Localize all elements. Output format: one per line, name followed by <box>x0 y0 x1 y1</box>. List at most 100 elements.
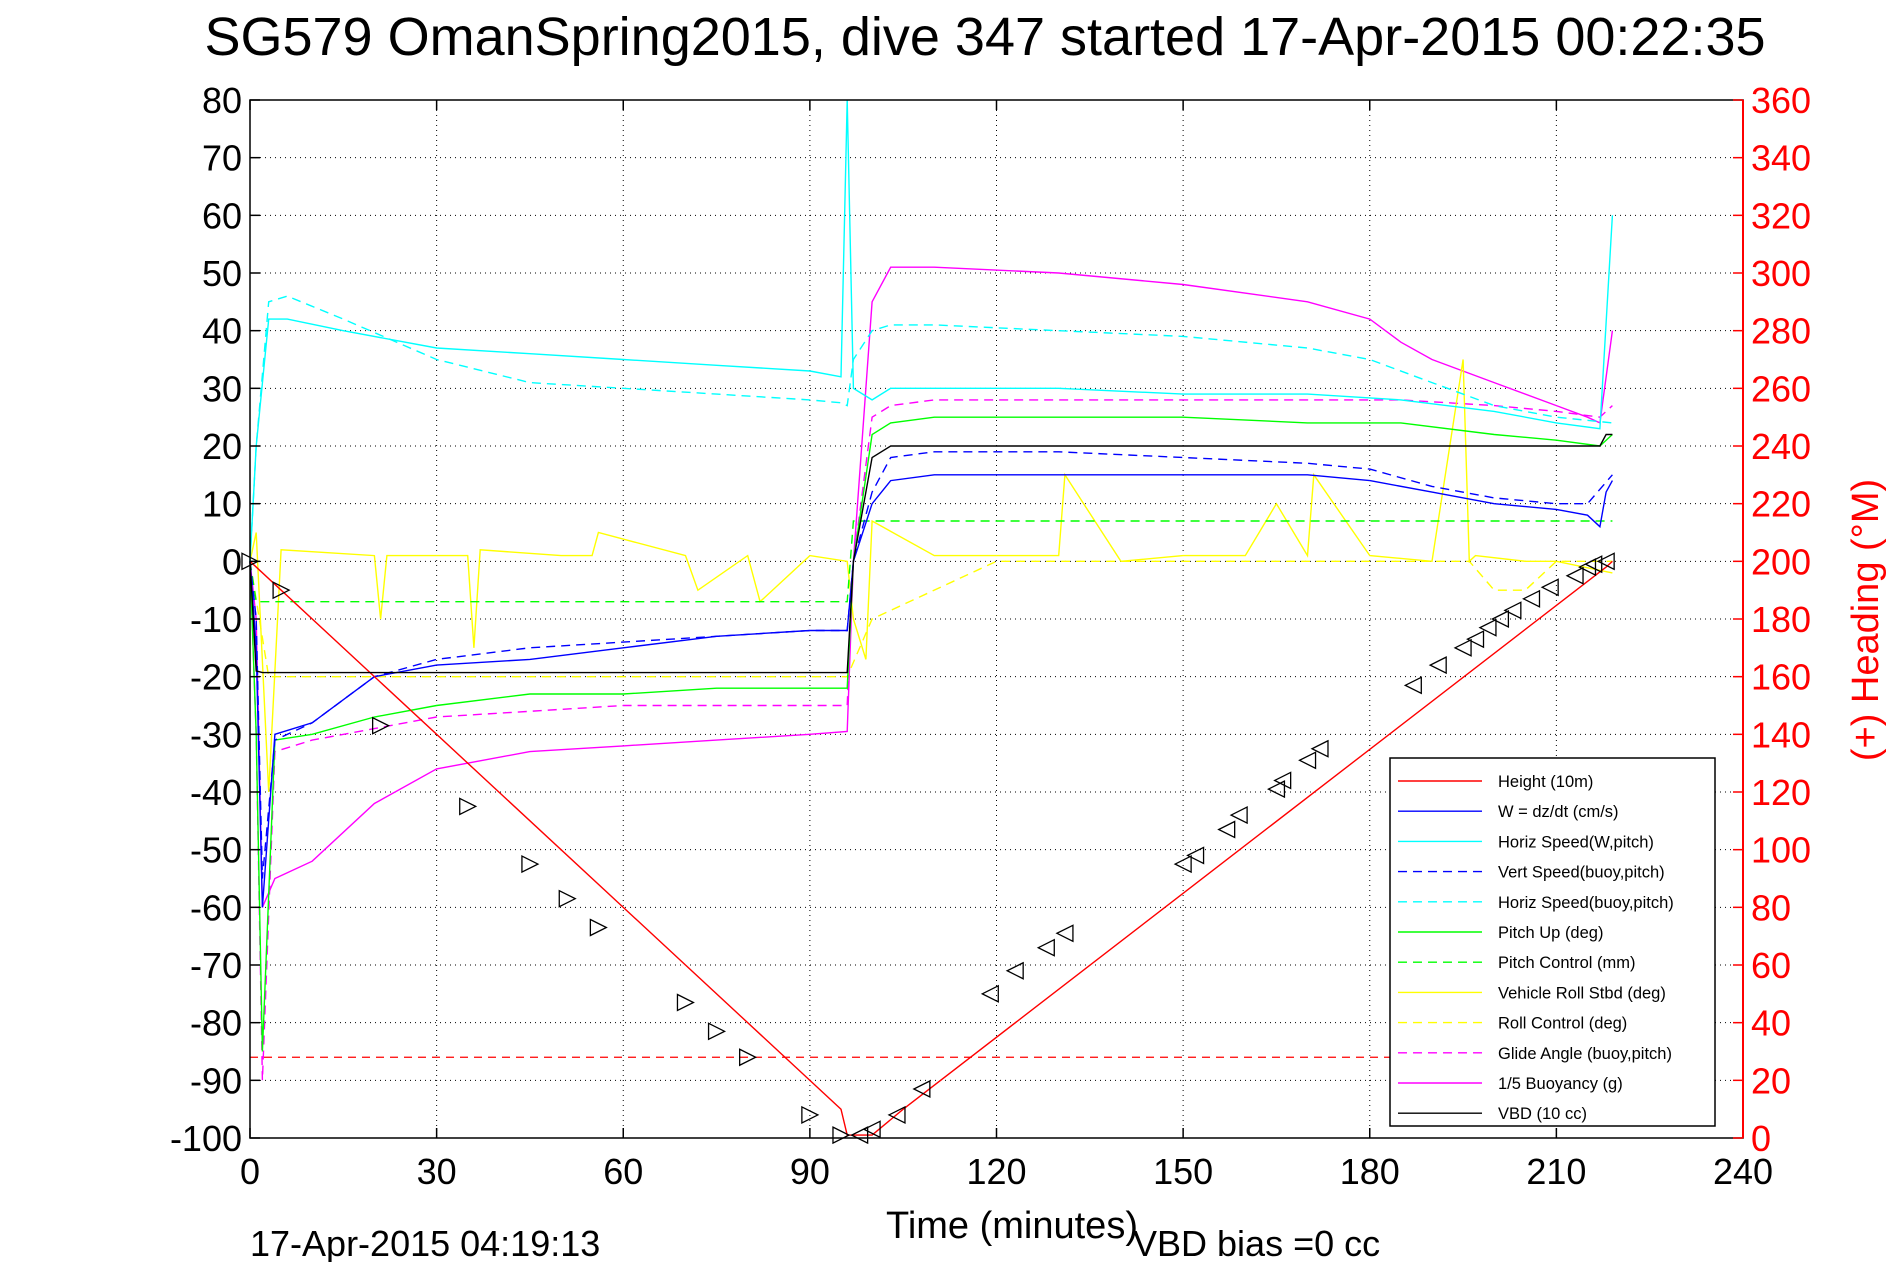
y-right-tick-label: 120 <box>1751 772 1811 813</box>
series-line-roll-control-deg <box>249 560 1613 678</box>
series-layer <box>249 99 1713 1136</box>
waypoint-marker-up <box>1266 780 1286 799</box>
legend-label: Height (10m) <box>1498 773 1593 791</box>
waypoint-marker-down <box>589 918 608 937</box>
waypoint-marker-up <box>1453 638 1472 657</box>
waypoint-marker-up <box>1596 552 1615 571</box>
x-axis: 0 30 60 90 120 150 180 210 240 <box>240 100 1773 1192</box>
waypoint-marker-down <box>558 889 577 908</box>
y-axis-right: 0 20 40 60 80 100 120 140 160 180 200 220 240 260 280 3… <box>1733 80 1811 1159</box>
x-tick-label: 60 <box>603 1151 643 1192</box>
waypoint-marker-up <box>1055 924 1074 943</box>
legend-label: Glide Angle (buoy,pitch) <box>1498 1045 1672 1063</box>
series-line-vehicle-roll-stbd-deg <box>249 359 1613 793</box>
waypoint-marker-down <box>676 993 695 1012</box>
waypoint-marker-up <box>850 1126 869 1145</box>
legend-label: Vert Speed(buoy,pitch) <box>1498 864 1665 882</box>
legend-box <box>1389 757 1716 1127</box>
x-tick-label: 30 <box>417 1151 457 1192</box>
x-tick-label: 180 <box>1340 1151 1400 1192</box>
x-tick-label: 90 <box>790 1151 830 1192</box>
legend-label: W = dz/dt (cm/s) <box>1498 803 1619 821</box>
waypoint-marker-up <box>1186 846 1205 865</box>
waypoint-marker-down <box>707 1022 727 1041</box>
y-tick-label: 20 <box>202 426 242 467</box>
waypoint-marker-up <box>1584 555 1603 574</box>
y-right-tick-label: 200 <box>1751 541 1811 582</box>
waypoint-marker-up <box>1403 676 1422 695</box>
legend-label: Pitch Up (deg) <box>1498 924 1603 942</box>
waypoint-marker-up <box>1273 771 1292 790</box>
waypoint-marker-up <box>1503 601 1522 620</box>
waypoint-marker-up <box>1298 751 1317 770</box>
x-tick-label: 240 <box>1713 1151 1773 1192</box>
y-tick-label: -10 <box>190 599 242 640</box>
y-right-tick-label: 60 <box>1751 945 1791 986</box>
waypoint-marker-up <box>862 1120 881 1139</box>
y-axis-right-label: (+) Heading (°M) <box>1845 479 1887 761</box>
x-axis-label: Time (minutes) <box>886 1205 1138 1247</box>
waypoint-marker-up <box>1490 609 1510 629</box>
waypoint-marker-up <box>1478 618 1497 637</box>
y-right-tick-label: 240 <box>1751 426 1811 467</box>
y-tick-label: -90 <box>190 1060 242 1101</box>
y-tick-label: 10 <box>202 484 242 525</box>
y-axis-left: -100-90-80-70-60-50-40-30-20-10010203040… <box>170 80 260 1159</box>
legend-label: VBD (10 cc) <box>1498 1105 1587 1123</box>
y-right-tick-label: 140 <box>1751 714 1811 755</box>
legend-label: Roll Control (deg) <box>1498 1015 1627 1033</box>
legend-label: Horiz Speed(W,pitch) <box>1498 833 1654 851</box>
y-right-tick-label: 300 <box>1751 253 1811 294</box>
waypoint-marker-down <box>739 1048 758 1067</box>
legend-label: 1/5 Buoyancy (g) <box>1498 1075 1623 1093</box>
y-right-tick-label: 360 <box>1751 80 1811 121</box>
x-tick-label: 210 <box>1526 1151 1586 1192</box>
y-tick-label: -80 <box>190 1003 242 1044</box>
waypoint-marker-up <box>912 1079 931 1099</box>
waypoint-marker-up <box>887 1105 906 1124</box>
y-tick-label: -100 <box>170 1118 242 1159</box>
waypoint-marker-up <box>1522 589 1541 608</box>
y-tick-label: 30 <box>202 368 242 409</box>
y-tick-label: -70 <box>190 945 242 986</box>
y-right-tick-label: 340 <box>1751 138 1811 179</box>
series-line-horiz-speed-w-pitch <box>249 99 1614 562</box>
footer-timestamp: 17-Apr-2015 04:19:13 <box>250 1223 600 1262</box>
y-tick-label: 80 <box>202 80 242 121</box>
legend-label: Horiz Speed(buoy,pitch) <box>1498 894 1674 912</box>
waypoint-marker-up <box>1565 566 1584 585</box>
y-tick-label: -20 <box>190 657 242 698</box>
y-right-tick-label: 0 <box>1751 1118 1771 1159</box>
y-right-tick-label: 280 <box>1751 311 1811 352</box>
waypoint-marker-up <box>1540 578 1559 597</box>
y-right-tick-label: 80 <box>1751 887 1791 928</box>
waypoint-marker-up <box>1229 806 1248 825</box>
waypoint-marker-up <box>1173 855 1192 874</box>
waypoint-marker-down <box>801 1105 820 1124</box>
y-tick-label: -50 <box>190 830 242 871</box>
chart-title: SG579 OmanSpring2015, dive 347 started 1… <box>204 7 1765 67</box>
series-line-vbd-10-cc <box>249 433 1613 674</box>
y-right-tick-label: 20 <box>1751 1060 1791 1101</box>
waypoint-marker-down <box>832 1126 851 1145</box>
series-line-pitch-control-mm <box>249 520 1613 603</box>
legend-label: Vehicle Roll Stbd (deg) <box>1498 984 1666 1002</box>
waypoint-marker-down <box>521 855 540 874</box>
waypoint-marker-down <box>371 716 391 735</box>
y-tick-label: 40 <box>202 311 242 352</box>
y-tick-label: -40 <box>190 772 242 813</box>
waypoint-marker-up <box>1036 938 1055 957</box>
waypoint-marker-down <box>459 797 478 816</box>
waypoint-marker-down <box>272 581 291 600</box>
waypoint-markers <box>241 552 1615 1145</box>
legend: Height (10m) W = dz/dt (cm/s) Horiz Speed(… <box>1389 757 1716 1127</box>
series-line-horiz-speed-buoy-pitch <box>249 295 1613 562</box>
y-right-tick-label: 40 <box>1751 1003 1791 1044</box>
y-tick-label: 70 <box>202 138 242 179</box>
series-line-height-10m <box>249 560 1613 1136</box>
y-tick-label: 50 <box>202 253 242 294</box>
waypoint-marker-up <box>1217 820 1236 839</box>
waypoint-marker-up <box>1428 656 1447 675</box>
waypoint-marker-up <box>980 984 999 1003</box>
series-line-w-dz-dt-cm-s <box>249 474 1614 908</box>
